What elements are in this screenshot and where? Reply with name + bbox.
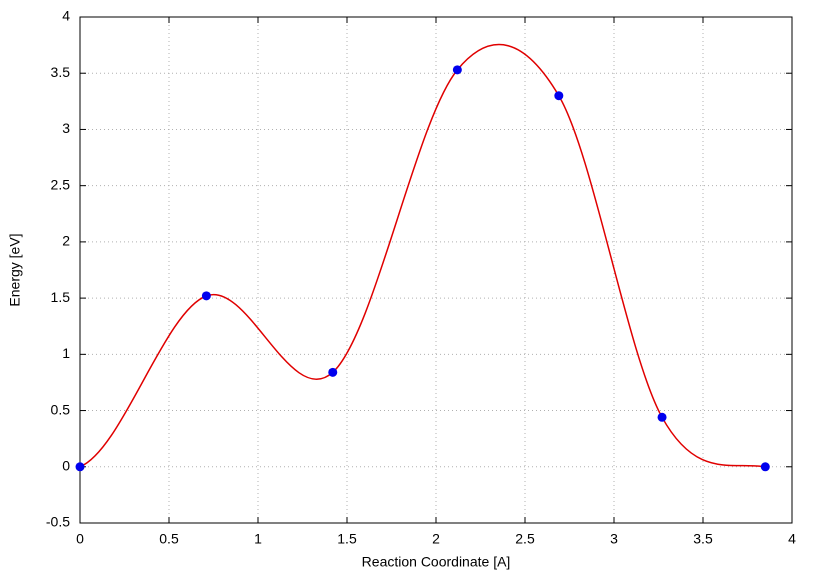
data-point: [554, 91, 564, 101]
plot-frame: [79, 16, 793, 524]
x-tick-label: 1.5: [337, 531, 357, 547]
y-tick-label: 4: [62, 8, 70, 24]
y-tick-label: 3: [62, 120, 70, 136]
y-tick-label: 2: [62, 233, 70, 249]
y-tick-label: 1: [62, 345, 70, 361]
y-tick-label: 2.5: [51, 176, 71, 192]
x-tick-label: 3.5: [693, 531, 713, 547]
data-point: [201, 291, 211, 301]
data-point: [657, 412, 667, 422]
x-tick-label: 0.5: [159, 531, 179, 547]
y-tick-label: 0.5: [51, 401, 71, 417]
x-tick-label: 2: [432, 531, 440, 547]
x-tick-label: 2.5: [515, 531, 535, 547]
y-tick-label: 1.5: [51, 289, 71, 305]
x-axis-label: Reaction Coordinate [A]: [362, 554, 511, 570]
data-point: [75, 462, 85, 472]
y-axis-label: Energy [eV]: [7, 233, 23, 306]
x-tick-label: 3: [610, 531, 618, 547]
data-point: [760, 462, 770, 472]
data-point: [328, 367, 338, 377]
data-point: [452, 65, 462, 75]
y-tick-label: 0: [62, 457, 70, 473]
x-tick-label: 0: [76, 531, 84, 547]
y-tick-label: 3.5: [51, 64, 71, 80]
energy-curve: [79, 43, 766, 468]
y-tick-label: -0.5: [46, 514, 70, 530]
x-tick-label: 4: [788, 531, 796, 547]
x-tick-label: 1: [254, 531, 262, 547]
